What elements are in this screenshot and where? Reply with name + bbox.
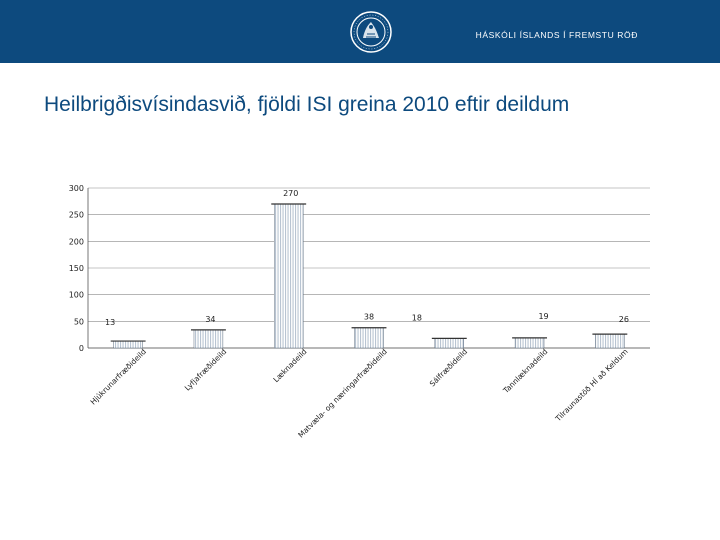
- data-label: 38: [364, 313, 374, 322]
- bar: [595, 333, 625, 349]
- data-label: 19: [538, 312, 548, 321]
- page-title: Heilbrigðisvísindasvið, fjöldi ISI grein…: [44, 93, 570, 116]
- y-tick-label: 150: [69, 264, 84, 273]
- bar: [274, 203, 304, 349]
- y-tick-label: 300: [69, 184, 84, 193]
- y-tick-label: 200: [69, 237, 84, 246]
- data-label: 26: [619, 315, 629, 324]
- data-label: 13: [105, 318, 115, 327]
- category-label: Tilraunastöð HÍ að Keldum: [553, 347, 630, 424]
- y-tick-label: 100: [69, 291, 84, 300]
- category-label: Matvæla- og næringarfræðideild: [296, 347, 389, 440]
- university-seal-icon: [350, 11, 392, 53]
- data-label: 34: [205, 315, 215, 324]
- header-band: HÁSKÓLI ÍSLANDS Í FREMSTU RÖÐ: [0, 0, 720, 63]
- bar: [514, 337, 545, 349]
- bar: [113, 340, 143, 349]
- bar-chart: 0 50 100 150 200 250 300 13 Hjúkrunarfræðideild 3…: [69, 184, 650, 440]
- category-label: Læknadeild: [271, 347, 308, 384]
- category-label: Sálfræðideild: [428, 347, 470, 389]
- category-label: Hjúkrunarfræðideild: [89, 347, 149, 407]
- bar: [434, 338, 464, 349]
- y-tick-label: 250: [69, 211, 84, 220]
- bar: [193, 329, 224, 349]
- category-label: Lyfjafræðideild: [183, 347, 229, 393]
- data-label: 270: [283, 189, 298, 198]
- category-label: Tannlæknadeild: [501, 347, 550, 396]
- bar: [354, 327, 384, 349]
- y-tick-label: 50: [74, 317, 84, 326]
- y-tick-label: 0: [79, 344, 84, 353]
- data-label: 18: [412, 313, 422, 322]
- header-tagline: HÁSKÓLI ÍSLANDS Í FREMSTU RÖÐ: [475, 30, 638, 40]
